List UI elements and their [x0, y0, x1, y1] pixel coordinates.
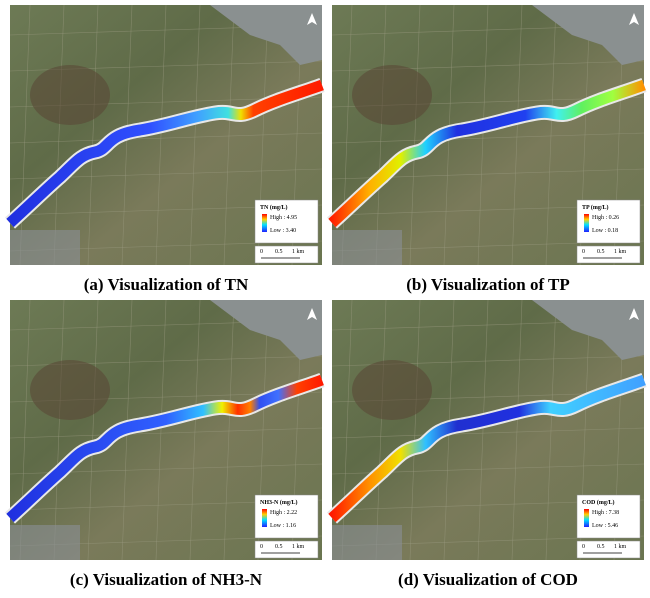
dark-field: [30, 360, 110, 420]
caption: (b) Visualization of TP: [406, 275, 570, 294]
legend-title: TP (mg/L): [582, 204, 609, 211]
scale-label: 1 km: [614, 249, 627, 255]
scale-label: 0: [260, 249, 263, 255]
legend-high: High : 7.38: [592, 510, 619, 516]
dark-field: [352, 360, 432, 420]
map-panel: COD (mg/L) High : 7.38 Low : 5.46 0 0.5 1 km: [332, 300, 644, 560]
caption: (c) Visualization of NH3-N: [70, 570, 263, 589]
legend-colorbar: [262, 509, 267, 527]
caption: (d) Visualization of COD: [398, 570, 578, 589]
scale-label: 0.5: [275, 249, 283, 255]
scale-label: 0: [582, 544, 585, 550]
legend-low: Low : 5.46: [592, 523, 618, 529]
scale-label: 1 km: [292, 544, 305, 550]
legend-high: High : 2.22: [270, 510, 297, 516]
legend-colorbar: [584, 509, 589, 527]
scale-label: 1 km: [614, 544, 627, 550]
map-panel: NH3-N (mg/L) High : 2.22 Low : 1.16 0 0.5 1 k…: [10, 300, 322, 560]
figure: TN (mg/L) High : 4.95 Low : 3.40 0 0.5 1 km (a…: [0, 0, 650, 593]
scale-label: 1 km: [292, 249, 305, 255]
scale-box: [255, 541, 318, 558]
town: [332, 230, 402, 265]
town: [10, 230, 80, 265]
scale-box: [577, 541, 640, 558]
caption: (a) Visualization of TN: [84, 275, 249, 294]
legend-low: Low : 0.18: [592, 228, 618, 234]
scale-label: 0.5: [597, 544, 605, 550]
legend-title: COD (mg/L): [582, 499, 615, 506]
legend-low: Low : 1.16: [270, 523, 296, 529]
scale-label: 0.5: [597, 249, 605, 255]
town: [10, 525, 80, 560]
town: [332, 525, 402, 560]
legend-low: Low : 3.40: [270, 228, 296, 234]
scale-label: 0.5: [275, 544, 283, 550]
legend-high: High : 0.26: [592, 215, 619, 221]
legend-title: TN (mg/L): [260, 204, 288, 211]
scale-label: 0: [582, 249, 585, 255]
scale-box: [255, 246, 318, 263]
legend-high: High : 4.95: [270, 215, 297, 221]
dark-field: [30, 65, 110, 125]
scale-box: [577, 246, 640, 263]
map-panel: TP (mg/L) High : 0.26 Low : 0.18 0 0.5 1 km: [332, 5, 644, 265]
legend-colorbar: [262, 214, 267, 232]
legend-title: NH3-N (mg/L): [260, 499, 298, 506]
map-panel: TN (mg/L) High : 4.95 Low : 3.40 0 0.5 1 km: [10, 5, 322, 265]
dark-field: [352, 65, 432, 125]
scale-label: 0: [260, 544, 263, 550]
legend-colorbar: [584, 214, 589, 232]
